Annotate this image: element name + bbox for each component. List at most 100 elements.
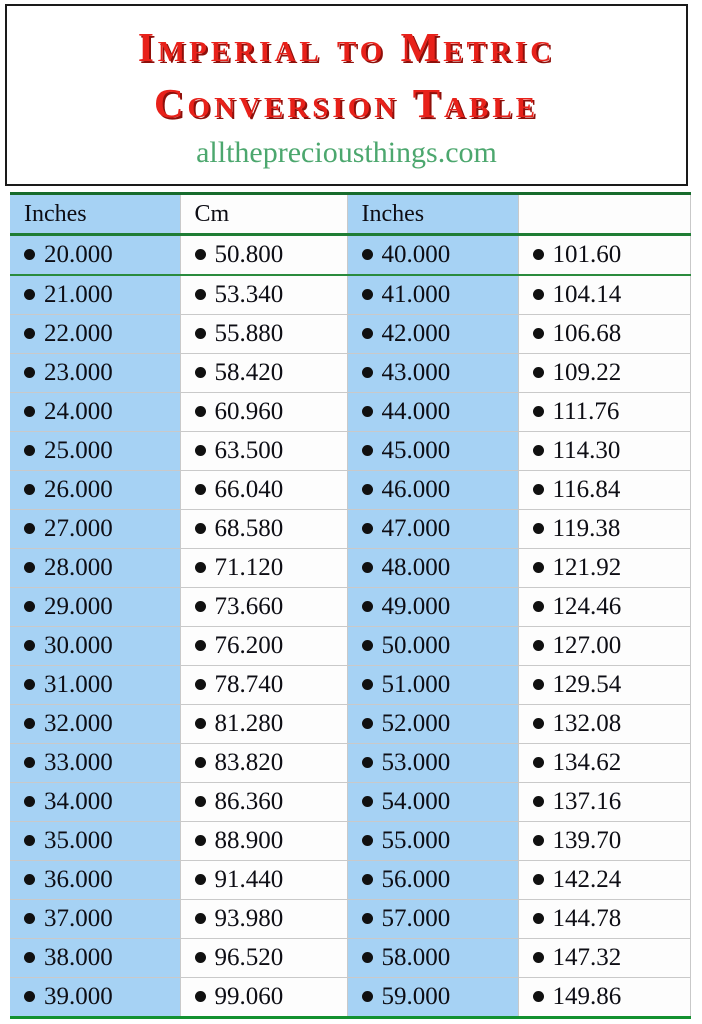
bullet-dot-icon: [532, 445, 544, 456]
bullet-dot-icon: [532, 913, 544, 924]
bullet-dot-icon: [532, 874, 544, 885]
bullet-dot-icon: [194, 367, 206, 378]
bullet-dot-icon: [532, 328, 544, 339]
cell-value: 46.000: [381, 476, 451, 503]
cell-value: 32.000: [44, 710, 113, 737]
cell-value: 53.000: [381, 749, 451, 776]
bullet-dot-icon: [24, 874, 35, 885]
watermark-site-name: allthepreciousthings.com: [196, 136, 497, 169]
cell-value: 142.24: [552, 866, 622, 893]
bullet-dot-icon: [194, 796, 206, 807]
cell-value: 81.280: [214, 710, 284, 737]
table-cell: 81.280: [180, 704, 348, 744]
bullet-dot-icon: [361, 679, 373, 690]
bullet-dot-icon: [361, 249, 373, 260]
table-cell: 21.000: [10, 274, 181, 315]
cell-value: 48.000: [381, 554, 451, 581]
table-cell: 55.880: [180, 314, 348, 354]
bullet-dot-icon: [361, 835, 373, 846]
bullet-dot-icon: [532, 640, 544, 651]
cell-value: 59.000: [381, 983, 451, 1010]
cell-value: 111.76: [552, 398, 620, 425]
table-header-row: Inches Cm Inches: [10, 193, 691, 235]
bullet-dot-icon: [24, 718, 35, 729]
table-cell: 142.24: [518, 860, 691, 900]
table-cell: 30.000: [10, 626, 181, 666]
bullet-dot-icon: [361, 367, 373, 378]
cell-value: 71.120: [214, 554, 284, 581]
table-row: 34.000 86.360 54.000 137.16: [10, 782, 691, 822]
bullet-dot-icon: [24, 445, 35, 456]
bullet-dot-icon: [24, 562, 35, 573]
bullet-dot-icon: [24, 679, 35, 690]
table-cell: 132.08: [518, 704, 691, 744]
table-cell: 121.92: [518, 548, 691, 588]
table-cell: 32.000: [10, 704, 181, 744]
table-cell: 63.500: [180, 431, 348, 471]
table-cell: 88.900: [180, 821, 348, 861]
bullet-dot-icon: [361, 991, 373, 1002]
table-row: 22.000 55.880 42.000 106.68: [10, 314, 691, 354]
cell-value: 114.30: [552, 437, 621, 464]
bullet-dot-icon: [532, 562, 544, 573]
cell-value: 57.000: [381, 905, 451, 932]
cell-value: 116.84: [552, 476, 621, 503]
bullet-dot-icon: [194, 679, 206, 690]
table-cell: 111.76: [518, 392, 691, 432]
table-row: 26.000 66.040 46.000 116.84: [10, 470, 691, 510]
cell-value: 147.32: [552, 944, 622, 971]
bullet-dot-icon: [361, 952, 373, 963]
table-cell: 58.420: [180, 353, 348, 393]
cell-value: 44.000: [381, 398, 451, 425]
cell-value: 29.000: [44, 593, 113, 620]
table-cell: 57.000: [347, 899, 519, 939]
cell-value: 22.000: [44, 320, 113, 347]
bullet-dot-icon: [194, 328, 206, 339]
cell-value: 24.000: [44, 398, 113, 425]
bullet-dot-icon: [194, 249, 206, 260]
bullet-dot-icon: [194, 445, 206, 456]
table-cell: 127.00: [518, 626, 691, 666]
cell-value: 56.000: [381, 866, 451, 893]
bullet-dot-icon: [532, 757, 544, 768]
cell-value: 27.000: [44, 515, 113, 542]
bullet-dot-icon: [194, 601, 206, 612]
cell-value: 33.000: [44, 749, 113, 776]
bullet-dot-icon: [361, 796, 373, 807]
bullet-dot-icon: [24, 835, 35, 846]
cell-value: 34.000: [44, 788, 113, 815]
table-cell: 58.000: [347, 938, 519, 978]
cell-value: 149.86: [552, 983, 622, 1010]
table-row: 23.000 58.420 43.000 109.22: [10, 353, 691, 393]
table-cell: 60.960: [180, 392, 348, 432]
bullet-dot-icon: [24, 523, 35, 534]
table-cell: 104.14: [518, 274, 691, 315]
cell-value: 52.000: [381, 710, 451, 737]
cell-value: 76.200: [214, 632, 284, 659]
bullet-dot-icon: [532, 718, 544, 729]
cell-value: 50.000: [381, 632, 451, 659]
cell-value: 28.000: [44, 554, 113, 581]
conversion-table: Inches Cm Inches 20.000 50.800 40.000 101.6…: [10, 192, 691, 1019]
cell-value: 45.000: [381, 437, 451, 464]
table-cell: 99.060: [180, 977, 348, 1019]
table-cell: 41.000: [347, 274, 519, 315]
table-cell: 83.820: [180, 743, 348, 783]
table-cell: 116.84: [518, 470, 691, 510]
table-row: 32.000 81.280 52.000 132.08: [10, 704, 691, 744]
table-row: 35.000 88.900 55.000 139.70: [10, 821, 691, 861]
table-cell: 48.000: [347, 548, 519, 588]
table-cell: 38.000: [10, 938, 181, 978]
table-cell: 78.740: [180, 665, 348, 705]
cell-value: 30.000: [44, 632, 113, 659]
table-cell: 51.000: [347, 665, 519, 705]
cell-value: 42.000: [381, 320, 451, 347]
cell-value: 96.520: [214, 944, 284, 971]
table-cell: 25.000: [10, 431, 181, 471]
table-body: 20.000 50.800 40.000 101.60 21.000 53.340 41.0…: [10, 233, 691, 1019]
table-cell: 24.000: [10, 392, 181, 432]
page-title-line-1: Imperial to Metric: [137, 24, 556, 70]
cell-value: 54.000: [381, 788, 451, 815]
bullet-dot-icon: [194, 718, 206, 729]
bullet-dot-icon: [24, 601, 35, 612]
